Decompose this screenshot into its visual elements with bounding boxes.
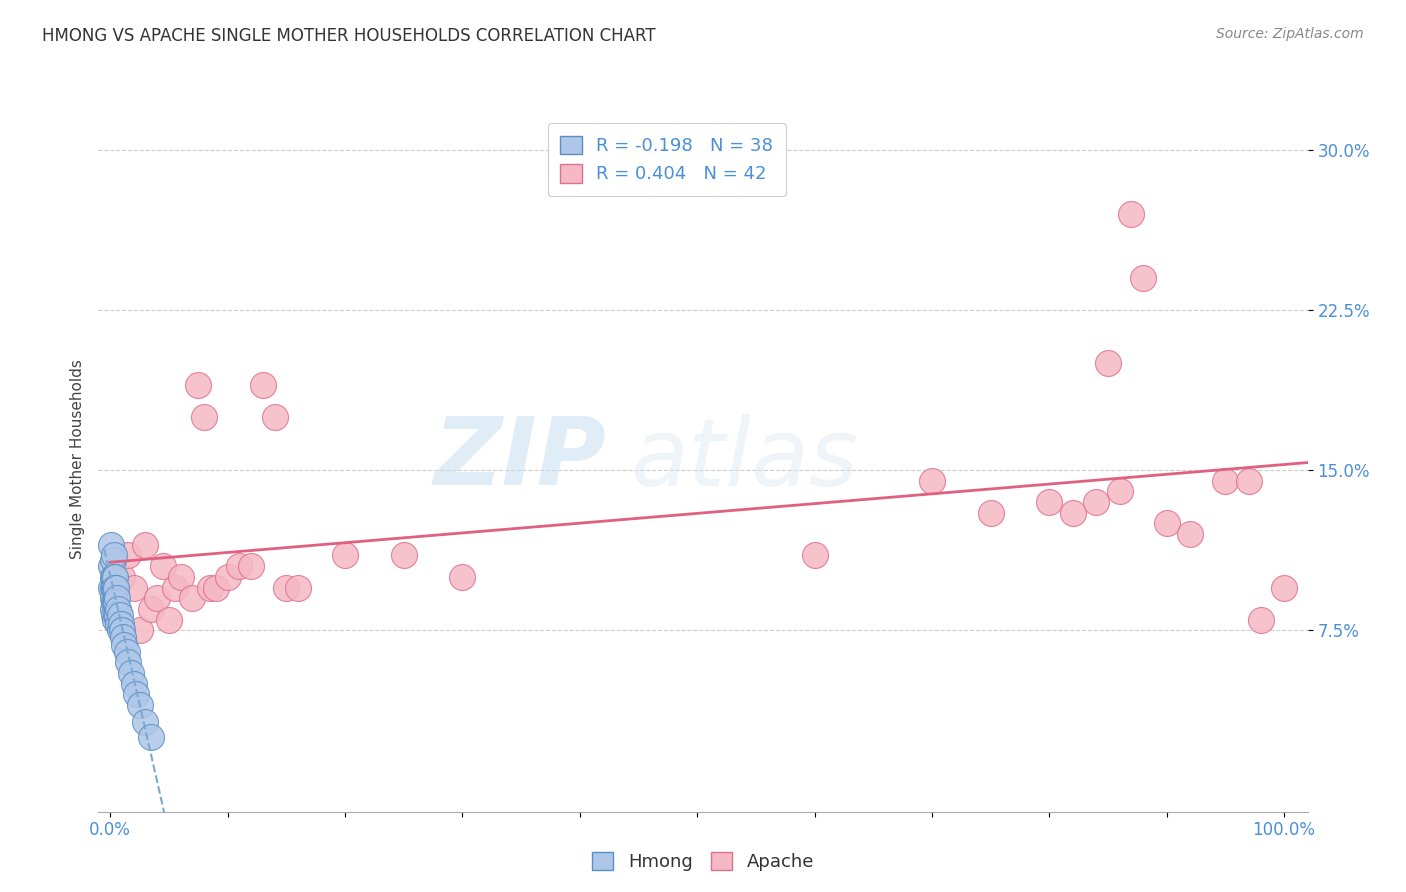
Point: [392, 549, 415, 563]
Point: [103, 581, 125, 595]
Point: [263, 409, 285, 424]
Point: [122, 676, 145, 690]
Point: [101, 591, 124, 606]
Point: [204, 581, 226, 595]
Point: [104, 581, 127, 595]
Point: [1097, 356, 1119, 370]
Point: [128, 624, 150, 638]
Point: [128, 698, 150, 712]
Point: [1237, 474, 1260, 488]
Point: [276, 581, 298, 595]
Point: [100, 581, 122, 595]
Point: [115, 644, 138, 658]
Point: [117, 655, 139, 669]
Point: [287, 581, 309, 595]
Y-axis label: Single Mother Households: Single Mother Households: [69, 359, 84, 559]
Point: [101, 602, 124, 616]
Point: [228, 559, 250, 574]
Point: [1250, 613, 1272, 627]
Point: [146, 591, 169, 606]
Point: [117, 549, 139, 563]
Point: [1121, 207, 1143, 221]
Point: [252, 377, 274, 392]
Point: [1085, 495, 1108, 509]
Text: atlas: atlas: [630, 414, 859, 505]
Point: [108, 624, 131, 638]
Point: [111, 624, 134, 638]
Point: [103, 595, 125, 609]
Point: [112, 638, 135, 652]
Point: [141, 730, 163, 744]
Text: Source: ZipAtlas.com: Source: ZipAtlas.com: [1216, 27, 1364, 41]
Point: [103, 608, 125, 623]
Point: [803, 549, 825, 563]
Point: [187, 377, 209, 392]
Text: ZIP: ZIP: [433, 413, 606, 506]
Point: [105, 595, 128, 609]
Point: [1180, 527, 1202, 541]
Point: [1272, 581, 1295, 595]
Point: [125, 687, 148, 701]
Point: [100, 559, 122, 574]
Point: [1132, 271, 1154, 285]
Point: [110, 616, 132, 631]
Point: [134, 714, 156, 729]
Point: [169, 570, 191, 584]
Point: [163, 581, 186, 595]
Text: HMONG VS APACHE SINGLE MOTHER HOUSEHOLDS CORRELATION CHART: HMONG VS APACHE SINGLE MOTHER HOUSEHOLDS…: [42, 27, 655, 45]
Point: [134, 538, 156, 552]
Point: [105, 608, 128, 623]
Point: [157, 613, 180, 627]
Point: [921, 474, 943, 488]
Point: [1108, 484, 1130, 499]
Point: [104, 595, 127, 609]
Point: [1215, 474, 1237, 488]
Point: [105, 591, 128, 606]
Point: [1062, 506, 1084, 520]
Point: [141, 602, 163, 616]
Point: [107, 616, 129, 631]
Point: [1156, 516, 1178, 531]
Point: [103, 570, 125, 584]
Point: [105, 581, 128, 595]
Point: [240, 559, 263, 574]
Point: [101, 570, 124, 584]
Point: [198, 581, 221, 595]
Point: [101, 553, 124, 567]
Legend: Hmong, Apache: Hmong, Apache: [585, 845, 821, 879]
Point: [112, 630, 135, 644]
Point: [101, 581, 124, 595]
Point: [152, 559, 174, 574]
Legend: R = -0.198   N = 38, R = 0.404   N = 42: R = -0.198 N = 38, R = 0.404 N = 42: [547, 123, 786, 196]
Point: [100, 538, 122, 552]
Point: [193, 409, 215, 424]
Point: [451, 570, 474, 584]
Point: [980, 506, 1002, 520]
Point: [105, 608, 128, 623]
Point: [108, 608, 131, 623]
Point: [104, 570, 127, 584]
Point: [1038, 495, 1060, 509]
Point: [120, 665, 142, 680]
Point: [107, 602, 129, 616]
Point: [181, 591, 204, 606]
Point: [333, 549, 356, 563]
Point: [103, 549, 125, 563]
Point: [104, 613, 127, 627]
Point: [217, 570, 239, 584]
Point: [122, 581, 145, 595]
Point: [111, 570, 134, 584]
